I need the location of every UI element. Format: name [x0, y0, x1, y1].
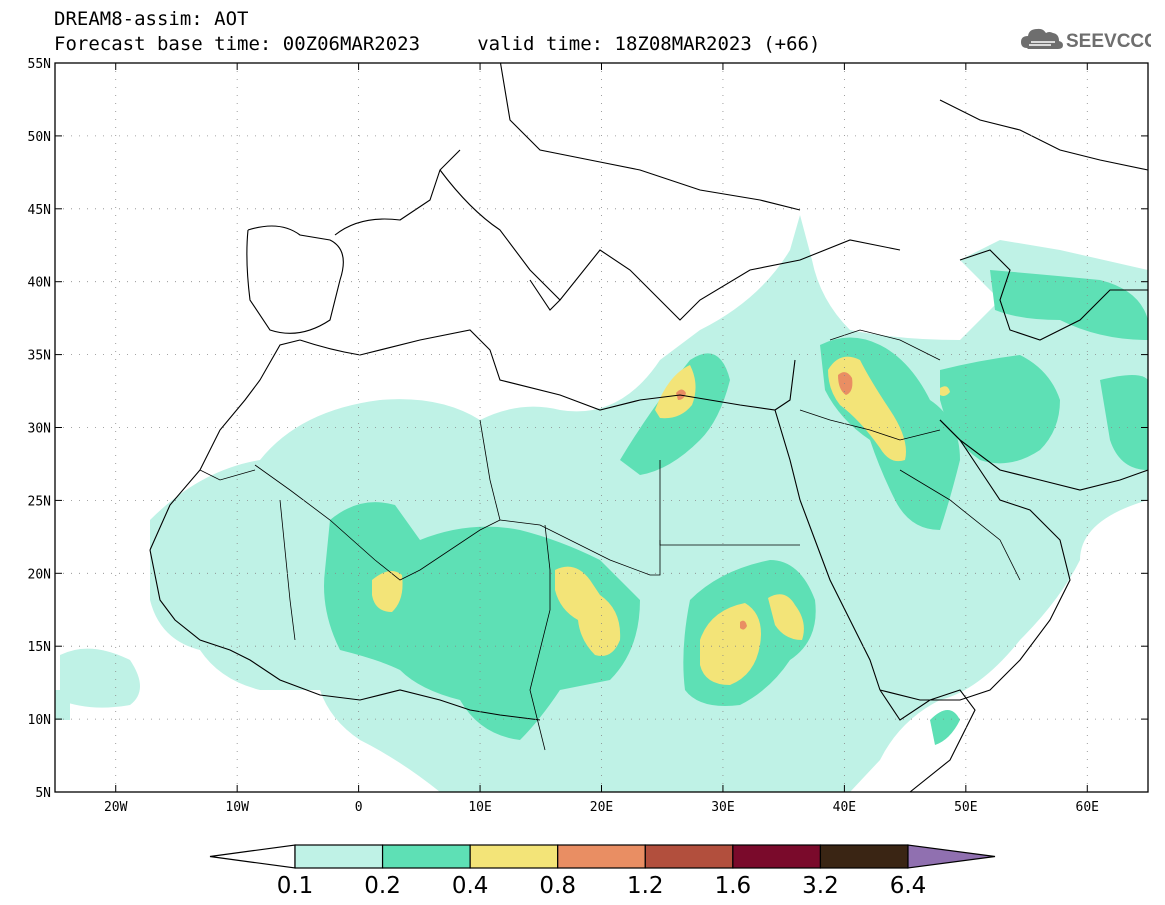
colorbar-label: 6.4: [890, 873, 927, 899]
colorbar-box: [557, 844, 646, 869]
colorbar-box: [294, 844, 384, 869]
colorbar-label: 0.4: [452, 873, 489, 899]
lon-label: 50E: [954, 800, 977, 815]
lon-label: 20W: [104, 800, 128, 815]
colorbar-label: 0.1: [277, 873, 314, 899]
colorbar-box: [469, 844, 559, 869]
graticule: 55N 50N 45N 40N 35N 30N 25N 20N 15N 10N 5N 20W 10W 0 1…: [28, 57, 1148, 815]
colorbar-box: [644, 844, 734, 869]
lat-label: 5N: [35, 786, 51, 801]
aot-band-0.8: [676, 372, 853, 630]
lon-label: 60E: [1076, 800, 1099, 815]
lat-label: 55N: [28, 57, 51, 72]
lat-label: 50N: [28, 130, 51, 145]
lat-label: 35N: [28, 349, 51, 364]
lat-label: 30N: [28, 422, 51, 437]
map-title: DREAM8-assim: AOT: [54, 8, 249, 30]
lat-label: 15N: [28, 640, 51, 655]
lon-label: 30E: [711, 800, 734, 815]
lat-label: 20N: [28, 567, 51, 582]
lat-label: 40N: [28, 276, 51, 291]
logo-text: SEEVCCC: [1066, 31, 1151, 52]
borders: [199, 329, 1021, 751]
lat-label: 25N: [28, 494, 51, 509]
seevccc-logo: SEEVCCC: [1021, 28, 1151, 52]
colorbar-label: 0.2: [364, 873, 401, 899]
colorbar: 0.1 0.2 0.4 0.8 1.2 1.6 3.2 6.4: [209, 844, 996, 899]
colorbar-label: 1.2: [627, 873, 664, 899]
lat-label: 10N: [28, 713, 51, 728]
lat-label: 45N: [28, 203, 51, 218]
colorbar-box: [381, 844, 471, 869]
lon-label: 0: [355, 800, 363, 815]
cloud-icon: [1021, 28, 1063, 49]
colorbar-under-arrow: [209, 844, 296, 869]
colorbar-box: [819, 844, 909, 869]
colorbar-label: 3.2: [802, 873, 839, 899]
colorbar-box: [732, 844, 822, 869]
lon-label: 10W: [225, 800, 249, 815]
coastlines: [149, 63, 1148, 792]
forecast-time-line: Forecast base time: 00Z06MAR2023 valid t…: [54, 33, 821, 55]
colorbar-over-arrow: [907, 844, 996, 869]
colorbar-label: 1.6: [715, 873, 752, 899]
lon-label: 10E: [468, 800, 491, 815]
lon-label: 40E: [833, 800, 856, 815]
colorbar-label: 0.8: [539, 873, 576, 899]
lon-label: 20E: [590, 800, 613, 815]
